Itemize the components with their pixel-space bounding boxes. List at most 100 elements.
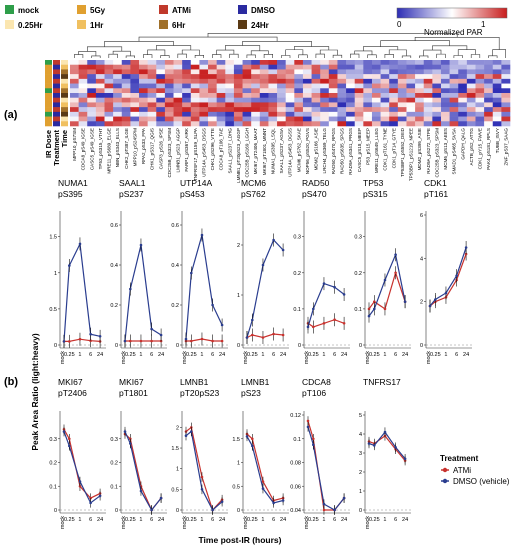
y-tick-label: 1: [359, 489, 362, 495]
y-tick-label: 0.3: [293, 235, 301, 241]
heatmap-cell: [225, 83, 235, 89]
heatmap-cell: [285, 74, 295, 80]
heatmap-cell: [354, 88, 364, 94]
heatmap-cell: [121, 93, 131, 99]
heatmap-cell: [294, 88, 304, 94]
heatmap-cell: [346, 121, 356, 127]
heatmap-cell: [423, 64, 433, 70]
heatmap-cell: [139, 60, 148, 66]
heatmap-cell: [458, 107, 468, 113]
heatmap-column-label: RAD9A_pS272_STPE: [426, 128, 431, 174]
heatmap-cell: [449, 107, 459, 113]
data-point: [150, 339, 153, 343]
heatmap-cell: [466, 60, 476, 66]
heatmap-cell: [328, 64, 338, 70]
heatmap-cell: [371, 111, 381, 117]
heatmap-cell: [337, 64, 347, 70]
heatmap-cell: [328, 111, 338, 117]
y-tick-label: 1: [176, 467, 179, 473]
heatmap-cell: [415, 97, 425, 103]
heatmap-cell: [302, 121, 312, 127]
heatmap-cell: [164, 107, 174, 113]
heatmap-cell: [208, 74, 217, 80]
heatmap-column-label: RAD9A_pS341_PRGS: [348, 128, 353, 175]
heatmap-cell: [147, 116, 157, 122]
x-tick-label: 24: [341, 517, 347, 523]
data-point: [394, 446, 397, 449]
series-line-dmso: [185, 430, 223, 511]
data-point: [78, 242, 82, 246]
annotation-track-cell: [61, 121, 68, 127]
heatmap-cell: [346, 93, 356, 99]
x-tick-label: 24: [402, 517, 408, 523]
annotation-track-cell: [61, 74, 68, 80]
heatmap-cell: [139, 111, 148, 117]
x-tick-label: 24: [158, 352, 164, 358]
data-point: [78, 337, 82, 341]
heatmap-cell: [233, 111, 243, 117]
heatmap-cell: [70, 88, 79, 94]
heatmap-cell: [147, 64, 157, 70]
heatmap-cell: [423, 111, 433, 117]
heatmap-cell: [121, 69, 131, 75]
heatmap-cell: [492, 78, 502, 84]
heatmap-column-label: CHK2_pT387_ILGE: [124, 128, 129, 169]
heatmap-cell: [208, 69, 217, 75]
heatmap-cell: [440, 121, 450, 127]
data-point: [184, 434, 188, 438]
annotation-track-cell: [53, 64, 60, 70]
plot-title: pS762: [241, 189, 266, 199]
x-tick-label: mock: [121, 516, 127, 529]
heatmap-cell: [440, 116, 450, 122]
heatmap-cell: [259, 74, 269, 80]
heatmap-cell: [130, 107, 140, 113]
heatmap-cell: [225, 88, 235, 94]
heatmap-cell: [251, 102, 261, 108]
heatmap-cell: [78, 69, 88, 75]
heatmap-cell: [458, 74, 468, 80]
heatmap-cell: [242, 121, 252, 127]
heatmap-cell: [139, 78, 148, 84]
heatmap-cell: [501, 97, 511, 103]
heatmap-cell: [164, 97, 174, 103]
heatmap-cell: [70, 116, 79, 122]
heatmap-cell: [475, 111, 485, 117]
heatmap-cell: [389, 88, 399, 94]
y-tick-label: 1: [54, 271, 57, 277]
heatmap-cell: [492, 69, 502, 75]
data-point: [306, 325, 310, 329]
plot-title: pS315: [363, 189, 388, 199]
x-tick-label: 0.25: [247, 517, 258, 523]
heatmap-column-label: RAD50_pS635_SPGS: [339, 128, 344, 174]
heatmap-cell: [328, 60, 338, 66]
dendrogram-branch: [104, 41, 174, 47]
heatmap-cell: [87, 69, 97, 75]
heatmap-cell: [320, 64, 330, 70]
x-tick-label: mock: [365, 351, 371, 364]
heatmap-cell: [458, 97, 468, 103]
heatmap-cell: [70, 60, 79, 66]
heatmap-cell: [95, 107, 105, 113]
heatmap-cell: [432, 69, 442, 75]
heatmap-cell: [285, 64, 295, 70]
heatmap-cell: [354, 83, 364, 89]
heatmap-cell: [87, 88, 97, 94]
heatmap-cell: [208, 102, 217, 108]
data-point: [312, 325, 315, 329]
y-tick-label: 0: [237, 508, 240, 514]
heatmap-cell: [164, 121, 174, 127]
heatmap-column-label: RPA2_pS33_FPA: [141, 127, 146, 164]
heatmap-cell: [380, 78, 390, 84]
heatmap-cell: [320, 121, 330, 127]
legend-label-mock: mock: [18, 6, 39, 15]
heatmap-cell: [173, 78, 183, 84]
heatmap-cell: [294, 60, 304, 66]
heatmap-cell: [406, 102, 416, 108]
heatmap-cell: [389, 69, 399, 75]
heatmap-cell: [199, 102, 209, 108]
heatmap-cell: [70, 97, 79, 103]
heatmap-cell: [458, 83, 468, 89]
